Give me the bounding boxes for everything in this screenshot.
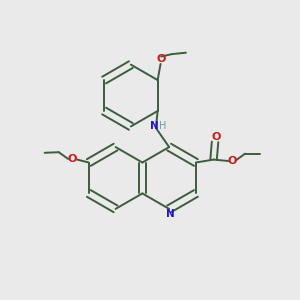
Text: H: H <box>159 122 166 131</box>
Text: O: O <box>227 156 237 166</box>
Text: O: O <box>68 154 77 164</box>
Text: O: O <box>157 54 166 64</box>
Text: O: O <box>211 132 220 142</box>
Text: N: N <box>166 209 175 219</box>
Text: N: N <box>150 122 159 131</box>
